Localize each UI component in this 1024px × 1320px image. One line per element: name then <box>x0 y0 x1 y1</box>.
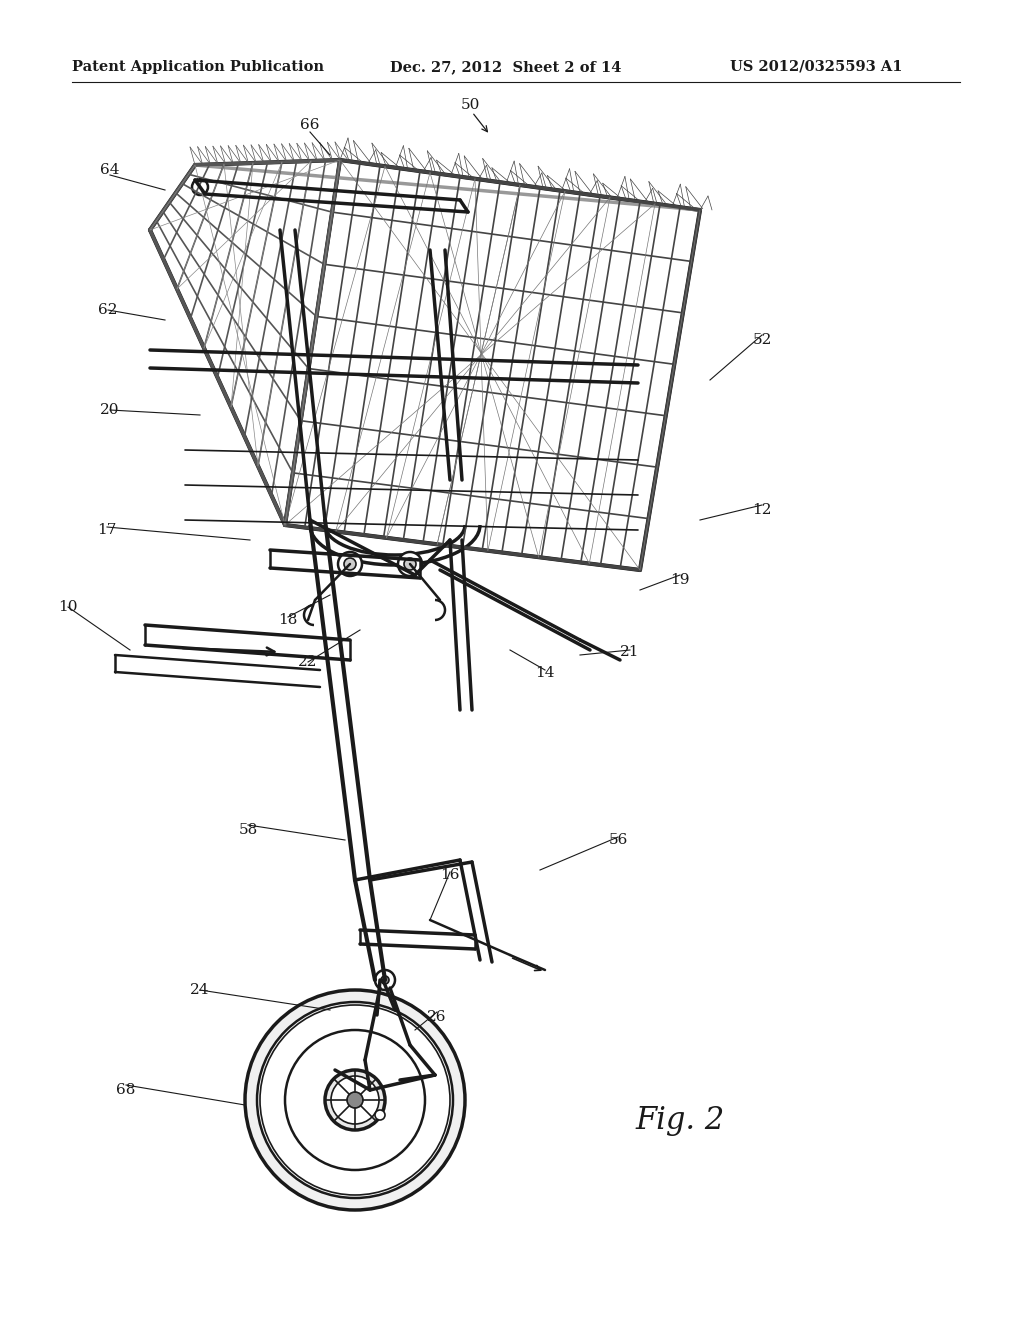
Circle shape <box>257 1002 453 1199</box>
Circle shape <box>375 970 395 990</box>
Circle shape <box>347 1092 362 1107</box>
Circle shape <box>331 1076 379 1125</box>
Text: 18: 18 <box>279 612 298 627</box>
Circle shape <box>381 975 389 983</box>
Text: 10: 10 <box>58 601 78 614</box>
Text: 68: 68 <box>117 1082 136 1097</box>
Circle shape <box>338 552 362 576</box>
Circle shape <box>260 1005 450 1195</box>
Text: 14: 14 <box>536 667 555 680</box>
Text: Fig. 2: Fig. 2 <box>635 1105 725 1135</box>
Text: 66: 66 <box>300 117 319 132</box>
Circle shape <box>344 558 356 570</box>
Text: 21: 21 <box>621 645 640 659</box>
Circle shape <box>404 558 416 570</box>
Text: US 2012/0325593 A1: US 2012/0325593 A1 <box>730 59 902 74</box>
Text: 64: 64 <box>100 162 120 177</box>
Text: Dec. 27, 2012  Sheet 2 of 14: Dec. 27, 2012 Sheet 2 of 14 <box>390 59 622 74</box>
Text: Patent Application Publication: Patent Application Publication <box>72 59 324 74</box>
Circle shape <box>325 1071 385 1130</box>
Text: 22: 22 <box>298 655 317 669</box>
Circle shape <box>193 180 208 195</box>
Text: 52: 52 <box>753 333 772 347</box>
Circle shape <box>285 1030 425 1170</box>
Text: 16: 16 <box>440 869 460 882</box>
Circle shape <box>375 1110 385 1119</box>
Circle shape <box>245 990 465 1210</box>
Circle shape <box>398 552 422 576</box>
Text: 26: 26 <box>427 1010 446 1024</box>
Text: 12: 12 <box>753 503 772 517</box>
Text: 62: 62 <box>98 304 118 317</box>
Text: 50: 50 <box>461 98 479 112</box>
Text: 19: 19 <box>671 573 690 587</box>
Text: 58: 58 <box>239 822 258 837</box>
Text: 24: 24 <box>190 983 210 997</box>
Text: 20: 20 <box>100 403 120 417</box>
Text: 56: 56 <box>608 833 628 847</box>
Text: 17: 17 <box>97 523 117 537</box>
